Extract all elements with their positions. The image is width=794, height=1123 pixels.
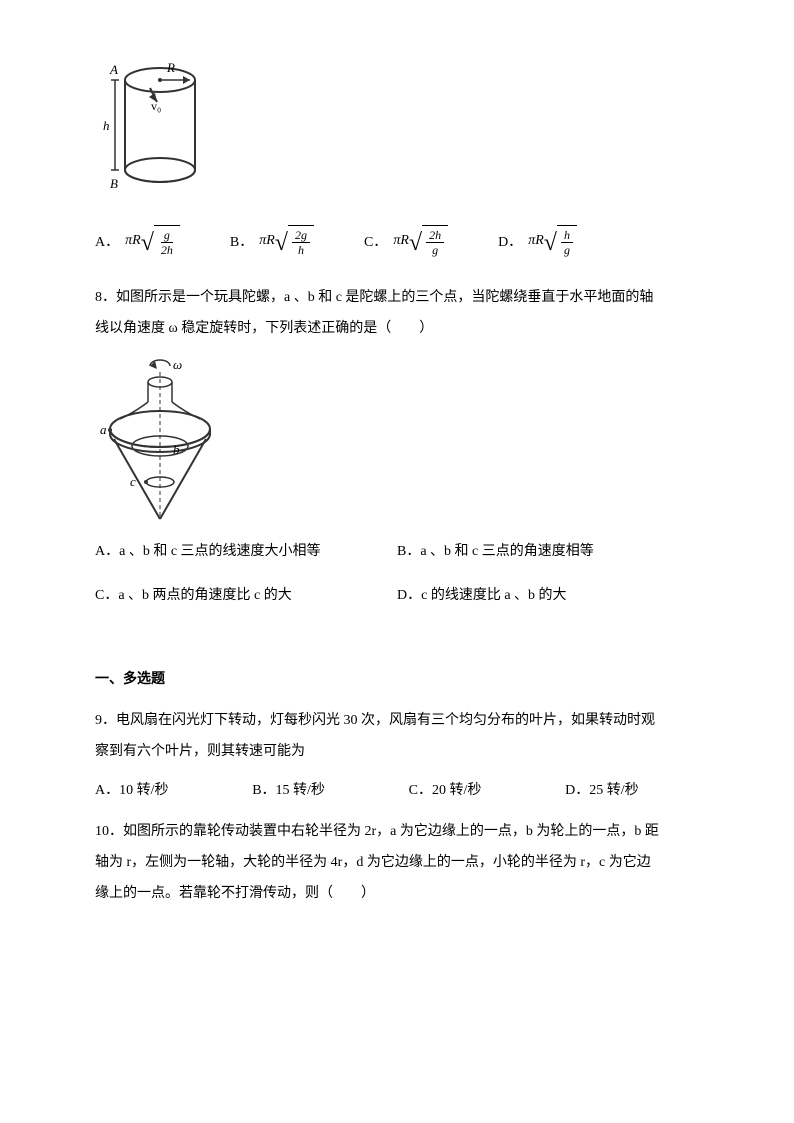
q9-line1: 电风扇在闪光灯下转动，灯每秒闪光 30 次，风扇有三个均匀分布的叶片，如果转动时… [116,713,655,728]
q8-opt-b: B．a 、b 和 c 三点的角速度相等 [397,539,699,564]
q9-number: 9． [95,713,116,728]
svg-text:B: B [110,176,118,191]
q8-line2: 线以角速度 ω 稳定旋转时，下列表述正确的是（ ） [95,321,433,336]
q10-text: 10．如图所示的靠轮传动装置中右轮半径为 2r，a 为它边缘上的一点，b 为轮上… [95,817,699,909]
q10-number: 10． [95,824,123,839]
q9-text: 9．电风扇在闪光灯下转动，灯每秒闪光 30 次，风扇有三个均匀分布的叶片，如果转… [95,706,699,768]
svg-text:ω: ω [173,357,182,372]
opt-label: B． [230,231,253,251]
opt-label: D． [498,231,522,251]
opt-label: C． [364,231,387,251]
svg-text:R: R [166,60,175,75]
svg-text:a: a [100,422,107,437]
section-heading: 一、多选题 [95,668,699,688]
q8-line1: 如图所示是一个玩具陀螺，a 、b 和 c 是陀螺上的三个点，当陀螺绕垂直于水平地… [116,290,653,305]
opt-label: A． [95,231,119,251]
q7-opt-d: D． πR √ h g [498,225,577,258]
q9-opt-c: C．20 转/秒 [409,779,482,799]
q8-number: 8． [95,290,116,305]
svg-text:v₀: v₀ [151,99,161,113]
q10-line3: 缘上的一点。若靠轮不打滑传动，则（ ） [95,886,375,901]
q8-options: A．a 、b 和 c 三点的线速度大小相等 B．a 、b 和 c 三点的角速度相… [95,539,699,607]
svg-text:b: b [173,442,180,457]
q8-opt-d: D．c 的线速度比 a 、b 的大 [397,583,699,608]
q7-opt-c: C． πR √ 2h g [364,225,448,258]
q9-opt-d: D．25 转/秒 [565,779,639,799]
q9-opt-a: A．10 转/秒 [95,779,169,799]
q10-line1: 如图所示的靠轮传动装置中右轮半径为 2r，a 为它边缘上的一点，b 为轮上的一点… [123,824,659,839]
svg-text:A: A [109,62,118,77]
q10-line2: 轴为 r，左侧为一轮轴，大轮的半径为 4r，d 为它边缘上的一点，小轮的半径为 … [95,855,651,870]
q8-text: 8．如图所示是一个玩具陀螺，a 、b 和 c 是陀螺上的三个点，当陀螺绕垂直于水… [95,283,699,345]
q7-options: A． πR √ g 2h B． πR √ 2g [95,225,699,258]
q9-line2: 察到有六个叶片，则其转速可能为 [95,744,305,759]
q9-options: A．10 转/秒 B．15 转/秒 C．20 转/秒 D．25 转/秒 [95,779,639,799]
q7-figure: R v₀ h A B [95,60,699,205]
q8-opt-a: A．a 、b 和 c 三点的线速度大小相等 [95,539,397,564]
svg-text:c: c [130,474,136,489]
q8-figure: ω a b [95,354,699,524]
q7-opt-a: A． πR √ g 2h [95,225,180,258]
svg-text:h: h [103,118,110,133]
q9-opt-b: B．15 转/秒 [252,779,325,799]
q7-opt-b: B． πR √ 2g h [230,225,314,258]
q8-opt-c: C．a 、b 两点的角速度比 c 的大 [95,583,397,608]
